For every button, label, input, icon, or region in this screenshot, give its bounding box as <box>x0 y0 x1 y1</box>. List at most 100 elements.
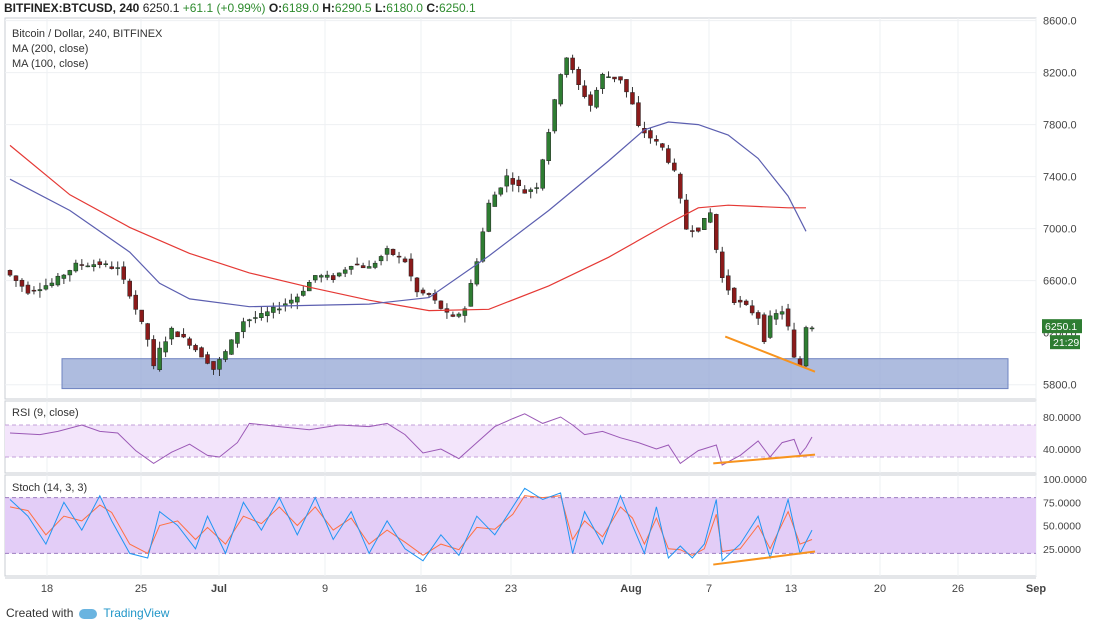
last-price: 6250.1 <box>142 1 180 15</box>
candle-up <box>462 308 468 316</box>
candle-up <box>540 159 545 189</box>
low-label: L: <box>374 1 387 15</box>
candle-up <box>456 313 462 317</box>
candle-down <box>618 76 623 81</box>
candle-down <box>714 214 719 250</box>
candle-up <box>342 269 348 274</box>
candle-up <box>259 313 264 318</box>
open-value: 6189.0 <box>282 1 319 15</box>
stoch-pane <box>5 487 1036 566</box>
price-tick-label: 7400.0 <box>1043 172 1077 184</box>
candle-up <box>378 256 384 262</box>
stoch-legend[interactable]: Stoch (14, 3, 3) <box>12 482 88 494</box>
candle-down <box>79 264 85 266</box>
candle-down <box>612 76 617 80</box>
candle-down <box>426 293 432 295</box>
stoch-tick-label: 25.0000 <box>1043 544 1081 556</box>
candle-down <box>690 230 695 232</box>
candle-down <box>630 92 635 105</box>
ma200-line <box>9 144 806 312</box>
stoch-tick-label: 75.0000 <box>1043 497 1081 509</box>
candle-down <box>660 143 665 148</box>
candle-down <box>725 275 731 291</box>
candle-up <box>223 351 228 360</box>
candle-up <box>708 212 713 223</box>
tradingview-cloud-icon <box>79 609 98 619</box>
symbol-label: BITFINEX:BTCUSD, 240 <box>4 1 140 15</box>
candle-up <box>312 275 318 281</box>
candle-up <box>480 231 486 262</box>
candle-up <box>37 289 43 292</box>
candle-up <box>289 299 294 304</box>
candle-up <box>558 74 563 105</box>
ma200-legend[interactable]: MA (200, close) <box>12 43 89 55</box>
time-tick-label: 25 <box>135 583 147 595</box>
candle-up <box>217 359 222 370</box>
footer: Created with TradingView <box>6 606 169 620</box>
candle-down <box>785 308 791 327</box>
candle-up <box>277 308 282 311</box>
low-value: 6180.0 <box>386 1 423 15</box>
candle-up <box>336 272 342 277</box>
tradingview-link[interactable]: TradingView <box>103 606 170 620</box>
rsi-legend[interactable]: RSI (9, close) <box>12 407 79 419</box>
stoch-tick-label: 100.0000 <box>1043 474 1087 486</box>
chart-title: Bitcoin / Dollar, 240, BITFINEX <box>12 28 163 40</box>
candle-down <box>390 248 396 255</box>
candle-down <box>642 128 647 134</box>
stoch-tick-label: 50.0000 <box>1043 521 1081 533</box>
candle-up <box>241 321 246 332</box>
stoch-k-line <box>9 487 813 562</box>
candle-up <box>803 327 809 367</box>
candle-down <box>31 289 37 292</box>
time-tick-label: 20 <box>874 583 886 595</box>
candle-down <box>175 331 180 338</box>
rsi-tick-label: 40.0000 <box>1043 444 1081 456</box>
candle-down <box>654 139 659 142</box>
candle-down <box>354 263 360 266</box>
candle-up <box>295 296 300 303</box>
candle-down <box>199 347 204 358</box>
candle-up <box>348 265 354 270</box>
candle-down <box>731 287 737 303</box>
price-change: +61.1 (+0.99%) <box>182 1 266 15</box>
close-label: C: <box>426 1 439 15</box>
candle-up <box>324 274 330 278</box>
candle-up <box>55 275 61 286</box>
rsi-trendline <box>713 453 816 465</box>
candle-down <box>420 289 426 294</box>
time-tick-label: Sep <box>1026 583 1046 595</box>
candle-down <box>193 345 198 351</box>
candlestick-series <box>7 54 815 376</box>
moving-averages <box>9 121 807 312</box>
candle-down <box>19 279 25 287</box>
candle-down <box>7 270 13 276</box>
candle-up <box>301 290 306 296</box>
candle-down <box>109 266 114 269</box>
countdown-label: 21:29 <box>1053 337 1079 349</box>
candle-up <box>103 263 109 265</box>
candle-down <box>516 179 521 186</box>
last-price-badge <box>1042 319 1082 334</box>
candle-down <box>791 329 797 358</box>
candle-down <box>181 333 186 338</box>
candle-down <box>678 173 683 199</box>
candle-up <box>372 262 378 268</box>
candle-up <box>163 341 168 353</box>
time-tick-label: 23 <box>505 583 517 595</box>
candle-down <box>522 189 527 194</box>
candle-up <box>600 73 605 89</box>
candle-up <box>468 283 474 307</box>
stoch-trendline <box>713 550 816 566</box>
candle-down <box>414 277 420 293</box>
candle-up <box>702 218 707 230</box>
price-tick-label: 8600.0 <box>1043 16 1077 28</box>
candle-up <box>229 339 234 355</box>
open-label: O: <box>268 1 283 15</box>
candle-down <box>145 323 150 340</box>
price-tick-label: 7000.0 <box>1043 224 1077 236</box>
time-tick-label: 13 <box>785 583 797 595</box>
ma100-legend[interactable]: MA (100, close) <box>12 58 89 70</box>
axis-labels: 8600.08200.07800.07400.07000.06600.06200… <box>41 16 1087 595</box>
